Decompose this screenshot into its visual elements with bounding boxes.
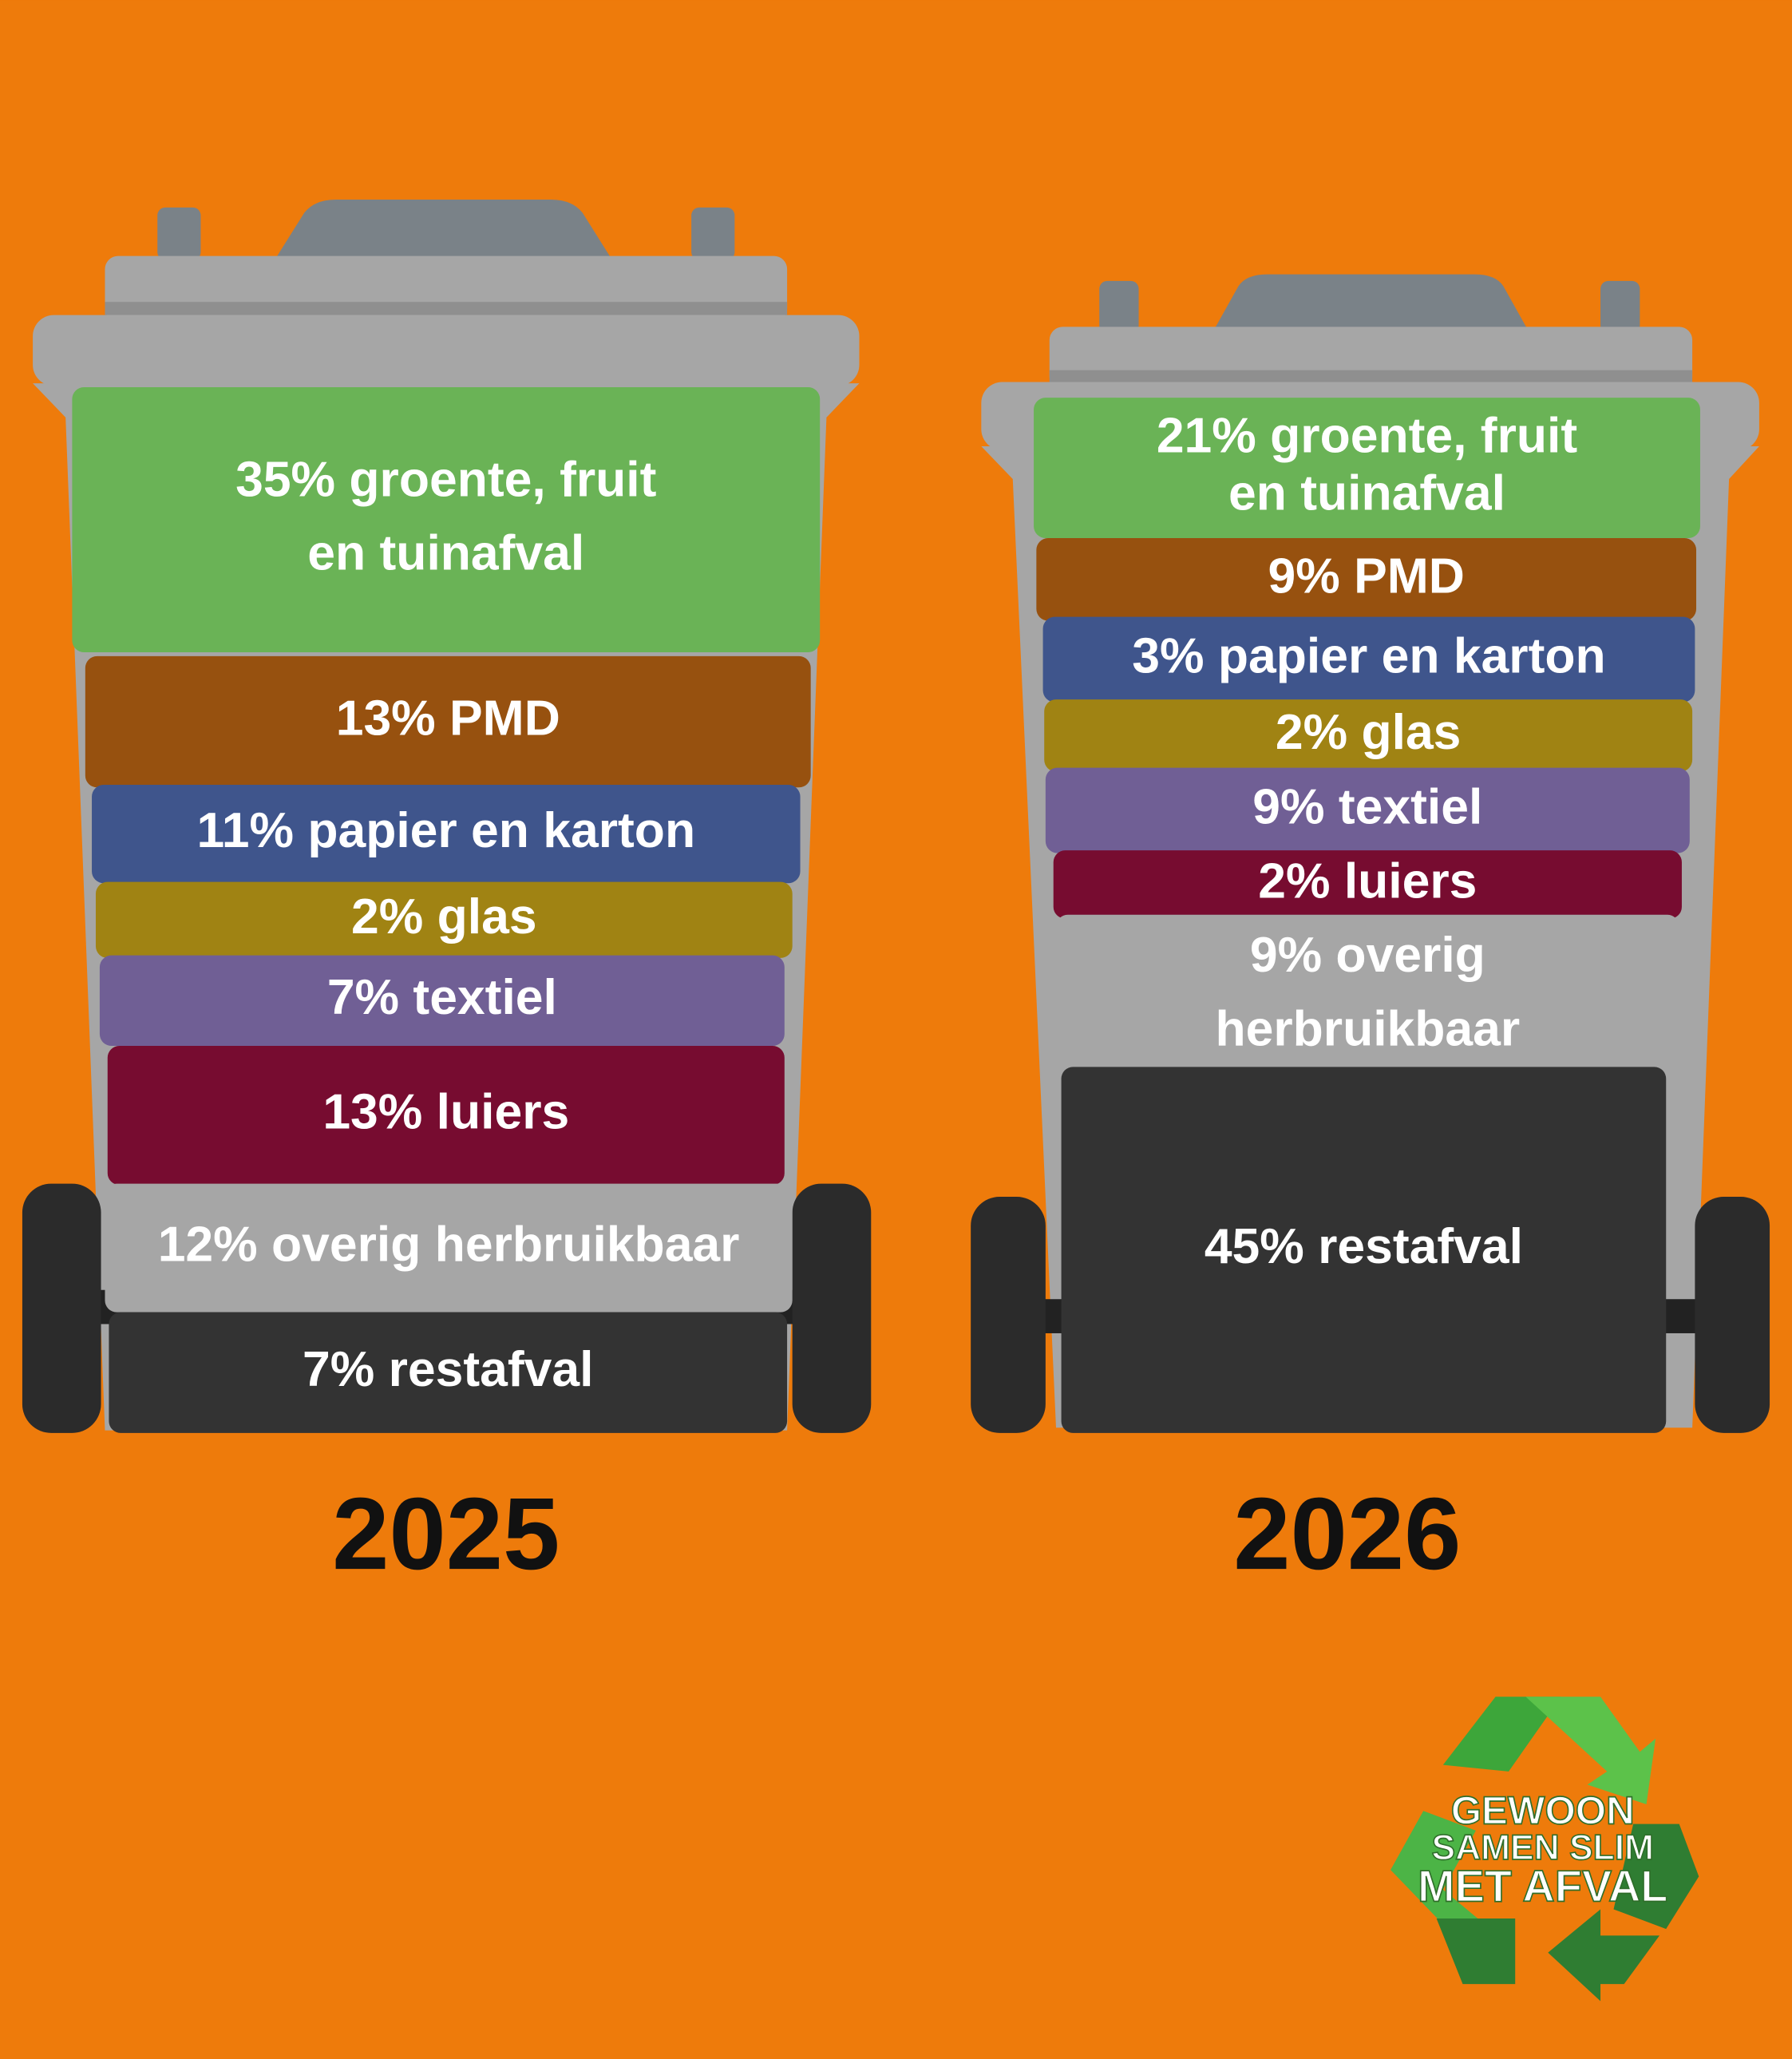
lid-post	[1099, 280, 1139, 334]
segment-label: en tuinafval	[1228, 465, 1505, 521]
waste-segment	[1034, 398, 1700, 539]
segment-label: 3% papier en karton	[1132, 628, 1605, 684]
waste-segment	[95, 881, 793, 958]
lid-shade	[105, 302, 788, 315]
logo-arrow	[1442, 1697, 1561, 1772]
segment-label: 9% textiel	[1252, 779, 1482, 835]
lid	[33, 315, 860, 386]
segment-label: 2% glas	[351, 889, 537, 944]
waste-segment	[109, 1312, 788, 1433]
segment-label: 35% groente, fruit	[235, 451, 657, 507]
segment-label: 7% restafval	[303, 1341, 593, 1397]
logo-text: GEWOON	[1451, 1788, 1635, 1832]
logo-arrow	[1390, 1811, 1483, 1945]
waste-segment	[72, 387, 821, 652]
logo-arrow	[1436, 1918, 1516, 1985]
lid-post	[157, 207, 201, 260]
wheel	[1695, 1197, 1770, 1433]
waste-segment	[107, 1046, 785, 1186]
wheel	[792, 1183, 872, 1433]
waste-segment	[1056, 914, 1679, 1076]
segment-label: 13% luiers	[322, 1084, 569, 1140]
segment-label: 21% groente, fruit	[1157, 407, 1578, 463]
lid-shade	[1049, 370, 1693, 384]
waste-segment	[1036, 538, 1697, 621]
waste-segment	[1045, 767, 1690, 853]
wheel	[971, 1197, 1046, 1433]
segment-label: 45% restafval	[1205, 1218, 1523, 1274]
logo-text: MET AFVAL	[1418, 1861, 1667, 1911]
waste-segment	[99, 955, 785, 1047]
waste-segment	[85, 655, 811, 788]
segment-label: 7% textiel	[327, 969, 557, 1025]
segment-label: 2% luiers	[1258, 853, 1477, 909]
waste-segment	[92, 784, 801, 884]
segment-label: 2% glas	[1276, 704, 1462, 760]
waste-segment	[1044, 699, 1693, 772]
segment-label: herbruikbaar	[1215, 1000, 1520, 1056]
waste-segment	[1042, 616, 1695, 703]
bin-segments: 35% groente, fruit en tuinafval 13% PMD 11%…	[72, 387, 821, 1433]
segment-label: 13% PMD	[336, 691, 560, 746]
logo-arrow	[1613, 1823, 1699, 1930]
year-label: 2025	[332, 1477, 560, 1591]
lid-post	[691, 207, 735, 260]
waste-segment	[105, 1183, 793, 1313]
segment-label: 9% overig	[1250, 927, 1485, 983]
lid-handle	[1213, 274, 1529, 331]
logo-text: SAMEN SLIM	[1431, 1828, 1653, 1867]
waste-segment	[1053, 850, 1682, 919]
segment-label: 12% overig herbruikbaar	[158, 1217, 740, 1273]
segment-label: 11% papier en karton	[196, 802, 695, 858]
wheel	[22, 1183, 101, 1433]
logo-arrow	[1548, 1909, 1660, 2002]
lid-handle	[275, 199, 611, 259]
lid-post	[1600, 280, 1640, 334]
waste-segment	[1061, 1067, 1667, 1433]
segment-label: 9% PMD	[1268, 548, 1465, 604]
year-label: 2026	[1233, 1477, 1461, 1591]
logo-arrow	[1525, 1697, 1656, 1804]
segment-label: en tuinafval	[307, 525, 584, 581]
